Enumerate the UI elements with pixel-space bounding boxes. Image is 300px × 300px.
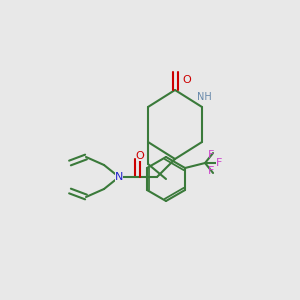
Text: F: F [208, 150, 214, 160]
Text: O: O [136, 151, 144, 161]
Text: NH: NH [196, 92, 211, 102]
Text: N: N [115, 172, 123, 182]
Text: F: F [216, 158, 222, 168]
Text: O: O [183, 75, 191, 85]
Text: NH: NH [196, 92, 211, 102]
Text: N: N [115, 172, 123, 182]
Text: O: O [136, 151, 144, 161]
Text: F: F [208, 166, 214, 176]
